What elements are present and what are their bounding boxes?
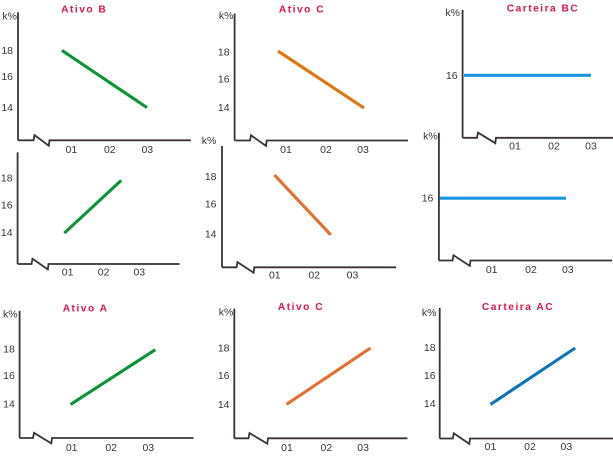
svg-text:01: 01: [62, 266, 74, 278]
svg-text:k%: k%: [445, 7, 460, 19]
svg-text:02: 02: [320, 144, 332, 156]
svg-text:14: 14: [1, 102, 13, 114]
svg-text:k%: k%: [2, 10, 17, 22]
svg-text:16: 16: [218, 370, 230, 382]
svg-text:16: 16: [422, 193, 434, 205]
svg-text:18: 18: [3, 343, 15, 355]
svg-text:18: 18: [218, 47, 230, 59]
svg-text:16: 16: [218, 74, 230, 86]
svg-text:Ativo B: Ativo B: [61, 5, 107, 16]
svg-text:Carteira AC: Carteira AC: [482, 302, 554, 313]
svg-text:03: 03: [357, 144, 369, 156]
svg-text:14: 14: [218, 102, 230, 114]
svg-text:01: 01: [66, 442, 78, 454]
svg-text:16: 16: [424, 370, 436, 382]
svg-text:k%: k%: [219, 307, 234, 319]
svg-text:01: 01: [280, 144, 292, 156]
svg-text:02: 02: [548, 141, 560, 153]
svg-text:02: 02: [321, 442, 333, 454]
svg-text:16: 16: [1, 200, 13, 212]
svg-text:02: 02: [98, 266, 110, 278]
svg-text:k%: k%: [219, 10, 234, 22]
svg-text:01: 01: [269, 270, 281, 282]
svg-text:14: 14: [1, 227, 13, 239]
svg-text:16: 16: [3, 370, 15, 382]
svg-text:03: 03: [347, 270, 359, 282]
svg-text:01: 01: [281, 442, 293, 454]
svg-text:k%: k%: [423, 131, 438, 143]
svg-text:03: 03: [142, 442, 154, 454]
svg-text:Ativo C: Ativo C: [278, 302, 324, 313]
svg-text:Carteira BC: Carteira BC: [507, 4, 580, 15]
svg-text:02: 02: [104, 144, 116, 156]
svg-text:03: 03: [133, 266, 145, 278]
svg-text:14: 14: [218, 399, 230, 411]
svg-text:01: 01: [66, 144, 78, 156]
svg-text:02: 02: [105, 442, 117, 454]
svg-text:01: 01: [486, 264, 498, 276]
svg-text:16: 16: [446, 70, 458, 82]
svg-text:02: 02: [308, 270, 320, 282]
svg-text:k%: k%: [422, 307, 437, 319]
svg-text:02: 02: [525, 264, 537, 276]
svg-text:14: 14: [424, 398, 436, 410]
svg-text:01: 01: [485, 441, 497, 453]
svg-text:18: 18: [424, 342, 436, 354]
svg-text:16: 16: [1, 71, 13, 83]
svg-text:14: 14: [205, 229, 217, 241]
svg-text:k%: k%: [202, 135, 217, 147]
svg-text:14: 14: [3, 398, 15, 410]
svg-text:18: 18: [218, 343, 230, 355]
svg-text:16: 16: [205, 199, 217, 211]
svg-text:03: 03: [561, 441, 573, 453]
svg-text:Ativo A: Ativo A: [63, 303, 109, 314]
svg-text:02: 02: [524, 441, 536, 453]
svg-text:03: 03: [357, 442, 369, 454]
svg-text:01: 01: [509, 141, 521, 153]
svg-text:18: 18: [205, 171, 217, 183]
svg-text:18: 18: [1, 45, 13, 57]
svg-text:k%: k%: [3, 309, 18, 321]
svg-text:03: 03: [562, 264, 574, 276]
svg-text:Ativo C: Ativo C: [279, 5, 325, 16]
svg-text:03: 03: [141, 144, 153, 156]
svg-text:18: 18: [1, 172, 13, 184]
svg-text:03: 03: [585, 141, 597, 153]
